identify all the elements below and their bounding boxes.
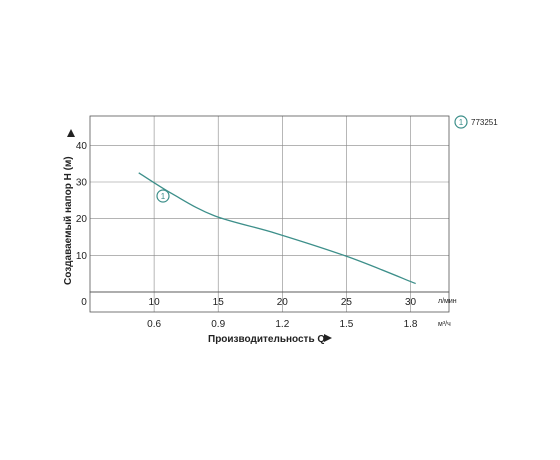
x-tick-label-primary: 0 bbox=[81, 297, 87, 308]
y-axis-title: Создаваемый напор H (м) bbox=[63, 156, 74, 285]
x-unit-secondary: м³/ч bbox=[438, 321, 451, 328]
plot-border bbox=[89, 115, 450, 293]
curve-marker-circle bbox=[156, 189, 170, 203]
x-axis-ticks-primary: 0 10 15 20 25 30 bbox=[81, 297, 416, 308]
x-tick-label-secondary: 1.2 bbox=[275, 319, 289, 330]
y-axis-ticks: 10 20 30 40 bbox=[76, 141, 88, 262]
grid bbox=[90, 116, 449, 312]
legend-series-name: 773251 bbox=[471, 118, 498, 127]
x-tick-label-primary: 10 bbox=[149, 297, 161, 308]
x-axis-title: Производительность Q bbox=[208, 334, 325, 345]
y-axis-arrow bbox=[67, 129, 75, 137]
x-tick-label-secondary: 0.9 bbox=[211, 319, 225, 330]
plot-frame bbox=[89, 115, 450, 313]
x-tick-label-secondary: 1.5 bbox=[339, 319, 353, 330]
y-tick-label: 10 bbox=[76, 251, 88, 262]
legend-marker-circle bbox=[454, 115, 468, 129]
legend-marker-label: 1 bbox=[459, 118, 464, 127]
x-tick-label-primary: 25 bbox=[341, 297, 353, 308]
x-tick-label-secondary: 0.6 bbox=[147, 319, 161, 330]
y-tick-label: 40 bbox=[76, 141, 88, 152]
secondary-axis-band bbox=[89, 291, 450, 313]
y-tick-label: 30 bbox=[76, 178, 88, 189]
x-tick-label-secondary: 1.8 bbox=[404, 319, 418, 330]
x-tick-label-primary: 30 bbox=[405, 297, 417, 308]
x-tick-label-primary: 15 bbox=[213, 297, 225, 308]
y-tick-label: 20 bbox=[76, 214, 88, 225]
curve-marker: 1 bbox=[156, 189, 170, 203]
curve-marker-label: 1 bbox=[161, 192, 166, 201]
legend: 1 773251 bbox=[454, 115, 498, 129]
x-tick-label-primary: 20 bbox=[277, 297, 289, 308]
x-axis-arrow bbox=[324, 334, 332, 342]
x-axis-ticks-secondary: 0.6 0.9 1.2 1.5 1.8 bbox=[147, 319, 418, 330]
x-unit-primary: л/мин bbox=[438, 298, 457, 305]
series-line-773251 bbox=[138, 172, 416, 285]
